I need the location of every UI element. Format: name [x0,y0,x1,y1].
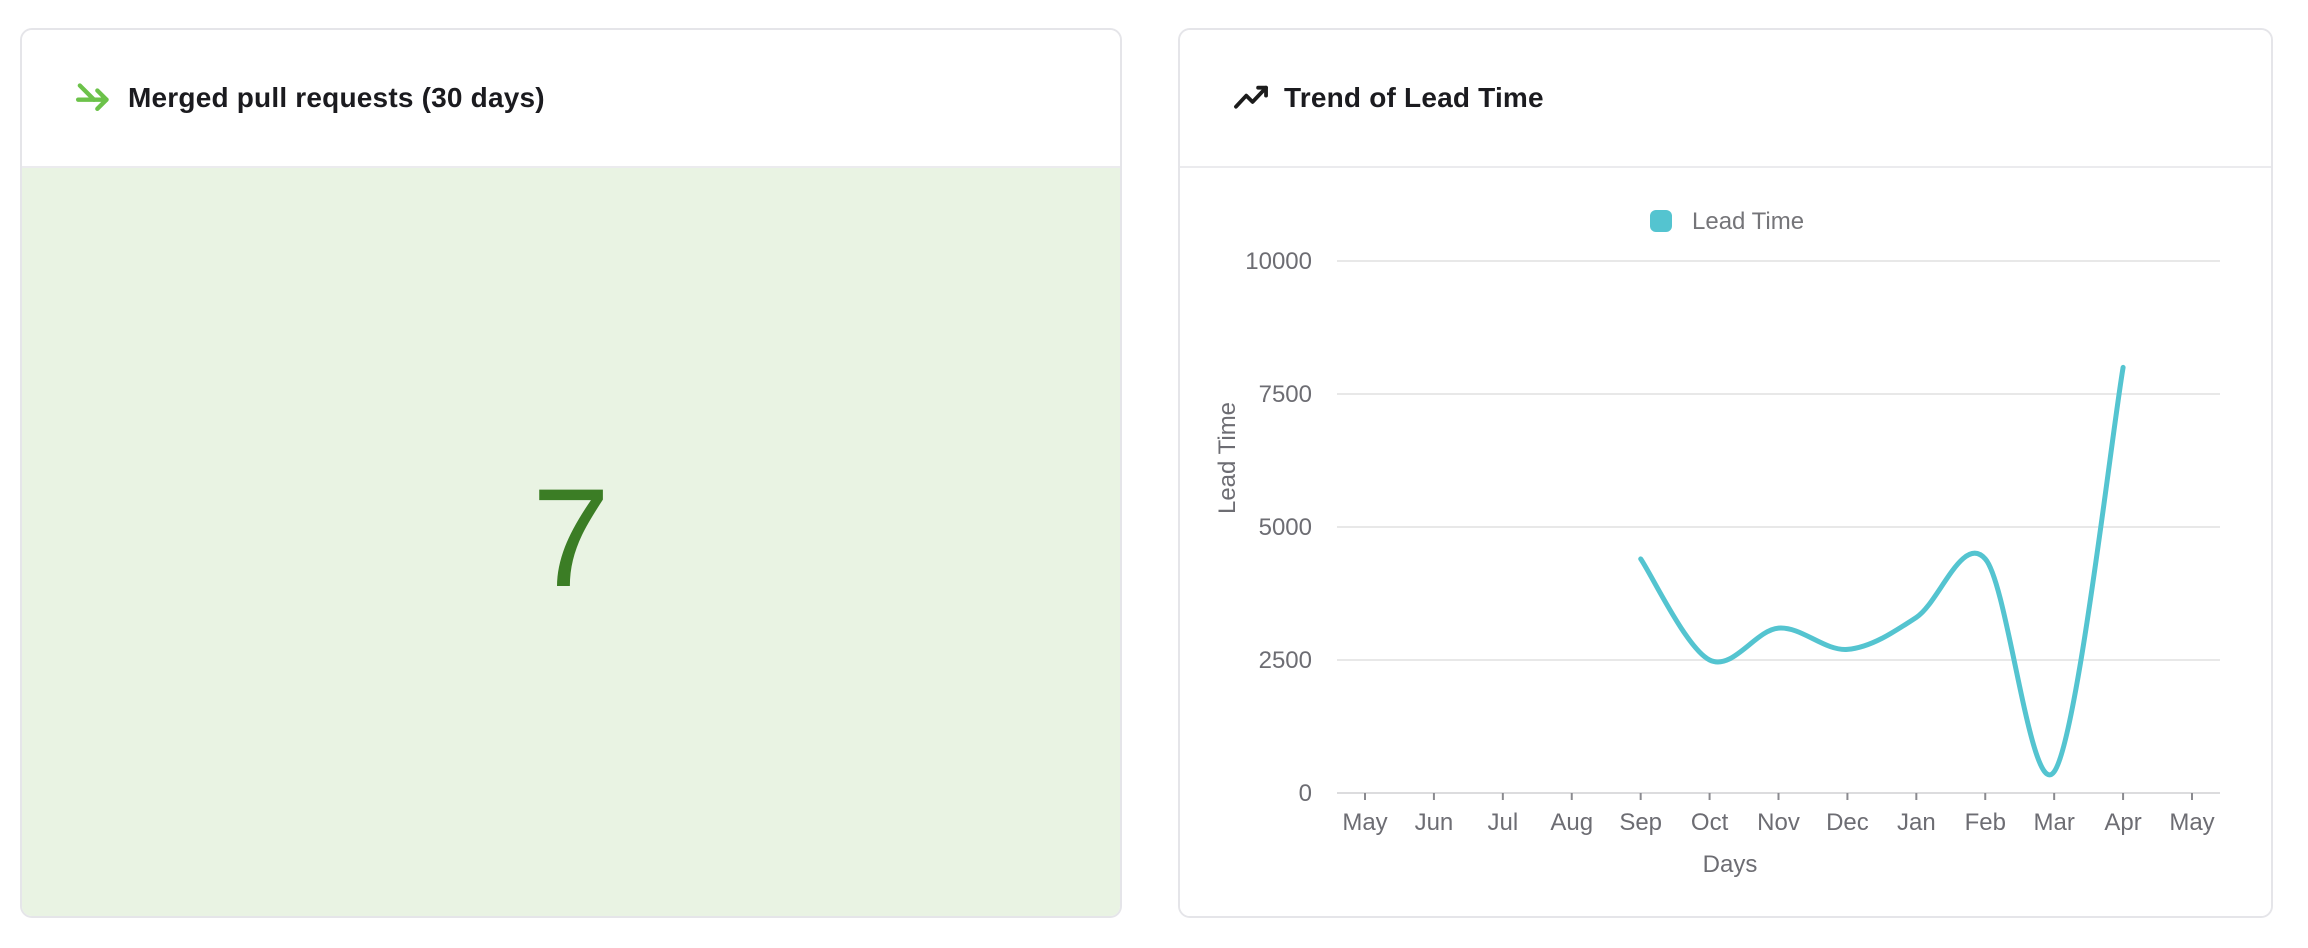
y-tick-label: 5000 [1259,514,1312,541]
trending-up-icon [1232,79,1270,117]
x-tick-label: Oct [1691,809,1729,836]
merged-pull-requests-card: Merged pull requests (30 days) 7 [20,28,1122,918]
x-tick-label: Nov [1757,809,1800,836]
x-tick-label: Jan [1897,809,1936,836]
x-tick-label: Sep [1619,809,1662,836]
merged-pull-requests-header: Merged pull requests (30 days) [22,30,1120,168]
legend-swatch[interactable] [1650,210,1672,232]
lead-time-trend-header: Trend of Lead Time [1180,30,2271,168]
merged-pull-requests-body: 7 [22,168,1120,916]
y-tick-label: 10000 [1245,248,1312,275]
git-merge-arrow-icon [74,78,114,118]
x-tick-label: Jul [1487,809,1518,836]
lead-time-chart-body: 0 2500 5000 7500 10000 May Jun Jul Aug Sep Oct Nov D… [1180,168,2271,916]
x-tick-label: Apr [2104,809,2141,836]
merged-pull-requests-count: 7 [532,459,610,616]
y-tick-label: 2500 [1259,647,1312,674]
lead-time-trend-card: Trend of Lead Time 0 2500 5000 7500 10000 May… [1178,28,2273,918]
x-tick-label: May [1342,809,1387,836]
x-tick-label: Aug [1550,809,1593,836]
x-tick-label: Dec [1826,809,1869,836]
x-tick-label: Feb [1965,809,2006,836]
x-tick-label: May [2169,809,2214,836]
lead-time-trend-title: Trend of Lead Time [1284,82,1544,113]
x-tick-label: Mar [2033,809,2074,836]
y-tick-label: 0 [1299,780,1312,807]
legend-label[interactable]: Lead Time [1692,208,1804,235]
x-axis-name: Days [1703,851,1758,878]
lead-time-series-line [1638,364,2126,778]
x-tick-label: Jun [1415,809,1454,836]
merged-pull-requests-title: Merged pull requests (30 days) [128,82,545,113]
lead-time-line-chart: 0 2500 5000 7500 10000 May Jun Jul Aug Sep Oct Nov D… [1214,208,2220,878]
y-axis-name: Lead Time [1214,402,1241,514]
y-tick-label: 7500 [1259,381,1312,408]
